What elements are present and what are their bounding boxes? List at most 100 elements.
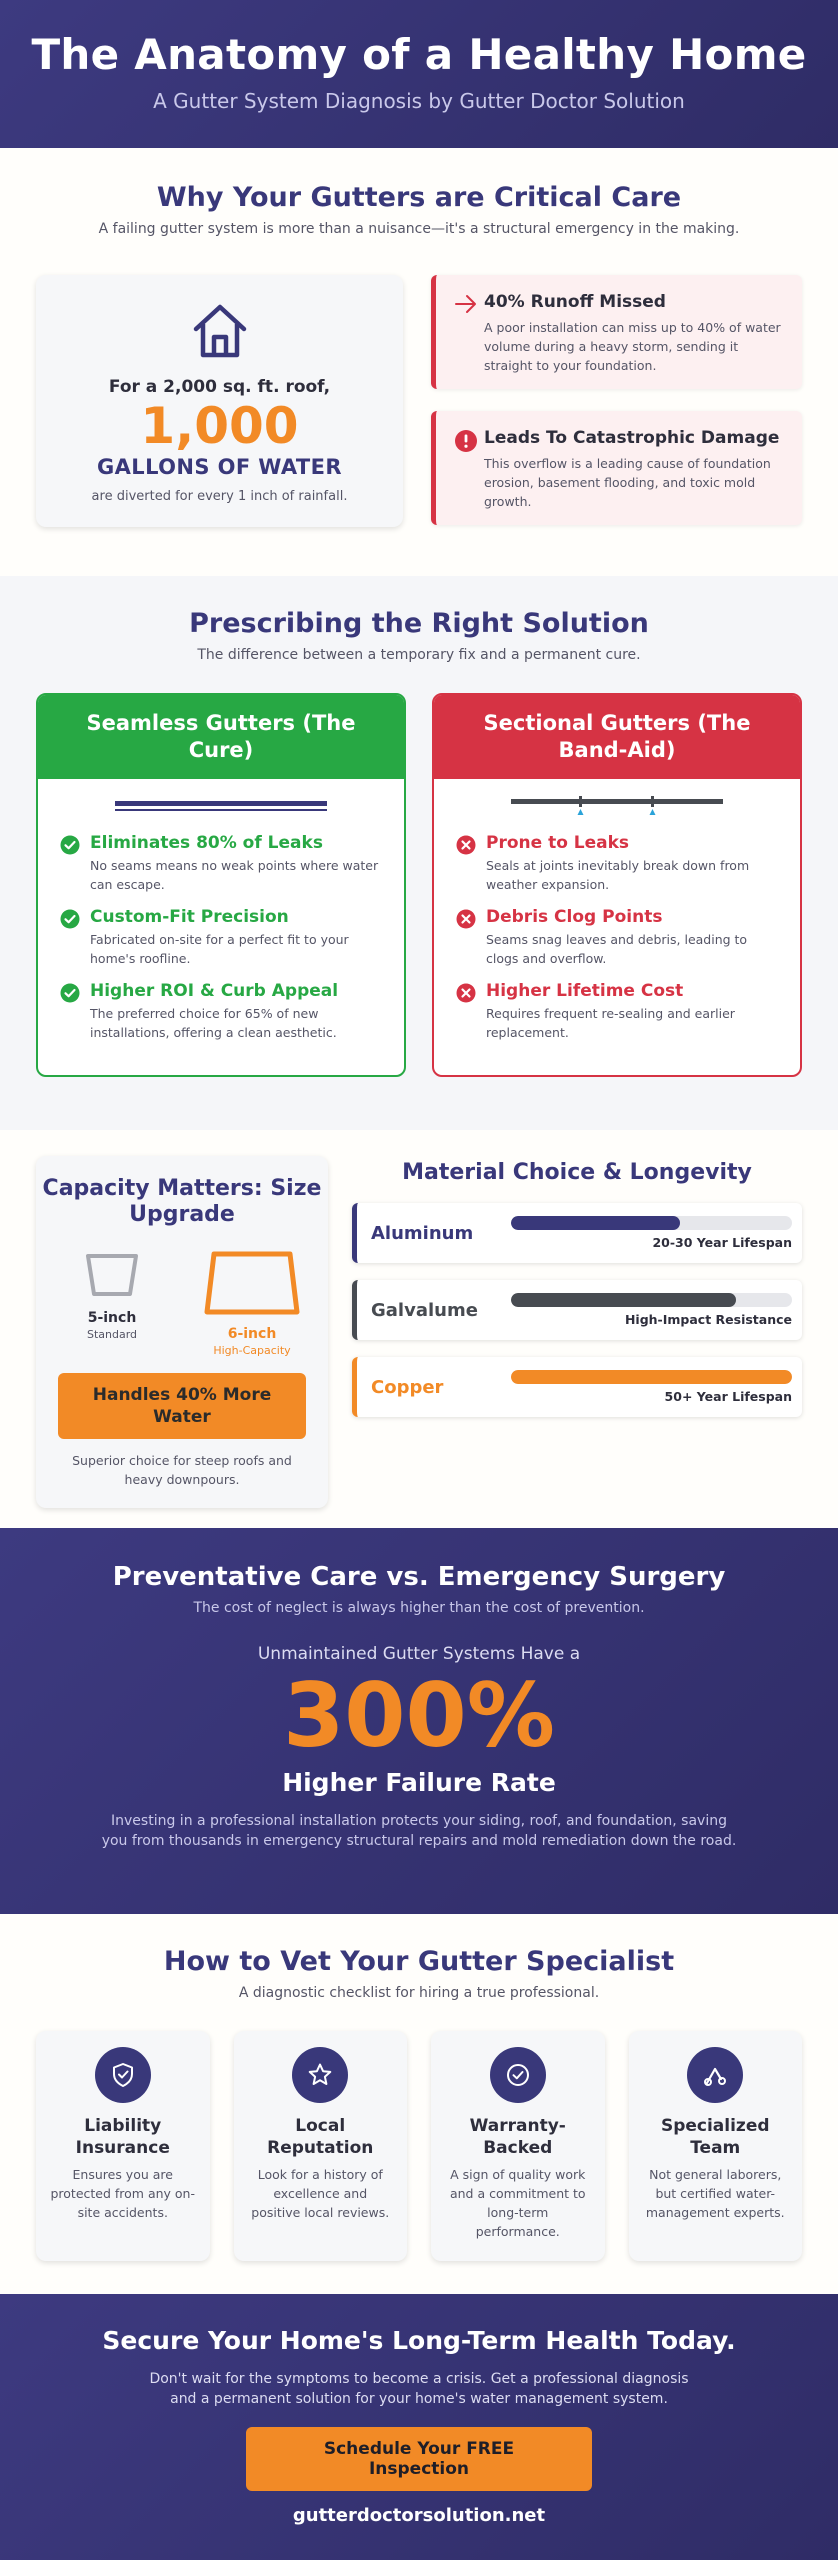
material-bar [511,1370,792,1384]
vet-card-title: Warranty-Backed [469,2116,566,2158]
house-icon [188,304,252,367]
cta-footer: Secure Your Home's Long-Term Health Toda… [0,2294,838,2560]
arrow-right-icon [454,293,484,375]
sectional-title: Sectional Gutters (The Band-Aid) [434,695,800,779]
vet-card-title: Liability Insurance [75,2116,170,2158]
schedule-inspection-button[interactable]: Schedule Your FREE Inspection [246,2427,592,2491]
material-bar-fill [511,1293,736,1307]
trapezoid-gutter-icon [80,1254,144,1304]
vet-card-team: Specialized Team Not general laborers, b… [628,2031,802,2261]
size-sub: Standard [86,1328,138,1341]
seamless-item-title: Higher ROI & Curb Appeal [90,981,339,1001]
capacity-materials-section: Capacity Matters: Size Upgrade 5-inch St… [0,1130,838,1528]
material-bar [511,1216,792,1230]
vet-card-warranty: Warranty-Backed A sign of quality work a… [431,2031,605,2261]
alert-title: 40% Runoff Missed [484,292,666,312]
solution-section-subtitle: The difference between a temporary fix a… [197,647,641,663]
check-circle-icon [60,835,90,894]
seamless-gutter-diagram [38,779,404,833]
sectional-item: Prone to Leaks Seals at joints inevitabl… [434,833,800,894]
sectional-gutter-diagram [434,779,800,833]
gallons-lead: For a 2,000 sq. ft. roof, [108,377,331,397]
sectional-item-text: Seams snag leaves and debris, leading to… [486,932,748,966]
material-label: High-Impact Resistance [624,1312,792,1327]
prevent-title: Preventative Care vs. Emergency Surgery [112,1562,726,1592]
sectional-item-text: Seals at joints inevitably break down fr… [486,858,750,892]
website-link[interactable]: gutterdoctorsolution.net [292,2505,546,2526]
size-5-inch: 5-inch Standard [64,1250,160,1357]
material-name: Copper [371,1376,444,1398]
solution-section-title: Prescribing the Right Solution [189,608,649,639]
seamless-item: Eliminates 80% of Leaks No seams means n… [38,833,404,894]
materials-title: Material Choice & Longevity [402,1160,752,1185]
sectional-card: Sectional Gutters (The Band-Aid) Prone t… [432,693,802,1077]
vet-card-reputation: Local Reputation Look for a history of e… [233,2031,407,2261]
sectional-item: Higher Lifetime Cost Requires frequent r… [434,981,800,1042]
exclamation-icon [454,429,484,511]
prevent-lead: Unmaintained Gutter Systems Have a [257,1644,581,1664]
gallons-note: are diverted for every 1 inch of rainfal… [91,489,348,504]
capacity-card: Capacity Matters: Size Upgrade 5-inch St… [36,1156,328,1508]
material-galvalume: Galvalume High-Impact Resistance [352,1280,802,1340]
alert-text: This overflow is a leading cause of foun… [484,456,771,509]
seamless-item: Higher ROI & Curb Appeal The preferred c… [38,981,404,1042]
vet-title: How to Vet Your Gutter Specialist [163,1946,675,1977]
seamless-item-title: Custom-Fit Precision [90,907,289,927]
vet-card-insurance: Liability Insurance Ensures you are prot… [36,2031,210,2261]
sectional-item-title: Higher Lifetime Cost [486,981,684,1001]
vet-card-text: Ensures you are protected from any on-si… [50,2167,195,2220]
material-bar [511,1293,792,1307]
material-bar-fill [511,1216,680,1230]
gallons-unit: GALLONS OF WATER [97,455,342,479]
trapezoid-gutter-icon [204,1251,300,1320]
vet-card-title: Specialized Team [660,2116,770,2158]
prevent-note: Investing in a professional installation… [101,1813,737,1849]
vet-subtitle: A diagnostic checklist for hiring a true… [238,1985,600,2001]
tools-icon [687,2047,744,2103]
check-circle-icon [60,983,90,1042]
size-name: 5-inch [87,1310,137,1326]
sectional-item-text: Requires frequent re-sealing and earlier… [486,1006,735,1040]
check-circle-icon [60,909,90,968]
footer-title: Secure Your Home's Long-Term Health Toda… [102,2326,736,2355]
shield-check-icon [94,2047,151,2103]
star-icon [292,2047,349,2103]
footer-text: Don't wait for the symptoms to become a … [149,2371,689,2407]
material-name: Galvalume [371,1299,478,1321]
material-label: 50+ Year Lifespan [664,1389,792,1404]
material-label: 20-30 Year Lifespan [652,1235,792,1250]
capacity-title: Capacity Matters: Size Upgrade [42,1176,322,1227]
failure-rate-stat: 300% [283,1664,555,1767]
critical-care-section: Why Your Gutters are Critical Care A fai… [0,148,838,576]
critical-section-title: Why Your Gutters are Critical Care [156,182,682,213]
prevent-section: Preventative Care vs. Emergency Surgery … [0,1528,838,1914]
alert-title: Leads To Catastrophic Damage [484,428,780,448]
alert-runoff: 40% Runoff Missed A poor installation ca… [431,275,802,389]
vet-card-text: A sign of quality work and a commitment … [449,2167,586,2239]
sectional-item: Debris Clog Points Seams snag leaves and… [434,907,800,968]
check-circle-icon [489,2047,546,2103]
x-circle-icon [456,835,486,894]
seamless-item-title: Eliminates 80% of Leaks [90,833,323,853]
seamless-item-text: The preferred choice for 65% of new inst… [90,1006,337,1040]
material-aluminum: Aluminum 20-30 Year Lifespan [352,1203,802,1263]
vet-card-title: Local Reputation [267,2116,374,2158]
seamless-item: Custom-Fit Precision Fabricated on-site … [38,907,404,968]
sectional-item-title: Prone to Leaks [486,833,630,853]
seamless-item-text: No seams means no weak points where wate… [90,858,379,892]
seamless-card: Seamless Gutters (The Cure) Eliminates 8… [36,693,406,1077]
x-circle-icon [456,983,486,1042]
capacity-note: Superior choice for steep roofs and heav… [72,1453,292,1487]
seamless-item-text: Fabricated on-site for a perfect fit to … [90,932,349,966]
material-bar-fill [511,1370,792,1384]
vet-section: How to Vet Your Gutter Specialist A diag… [0,1914,838,2294]
material-copper: Copper 50+ Year Lifespan [352,1357,802,1417]
material-name: Aluminum [371,1222,474,1244]
alert-damage: Leads To Catastrophic Damage This overfl… [431,411,802,525]
hero-header: The Anatomy of a Healthy Home A Gutter S… [0,0,838,148]
seamless-title: Seamless Gutters (The Cure) [38,695,404,779]
size-name: 6-inch [227,1326,277,1342]
solution-section: Prescribing the Right Solution The diffe… [0,576,838,1130]
x-circle-icon [456,909,486,968]
vet-card-text: Not general laborers, but certified wate… [645,2167,785,2220]
